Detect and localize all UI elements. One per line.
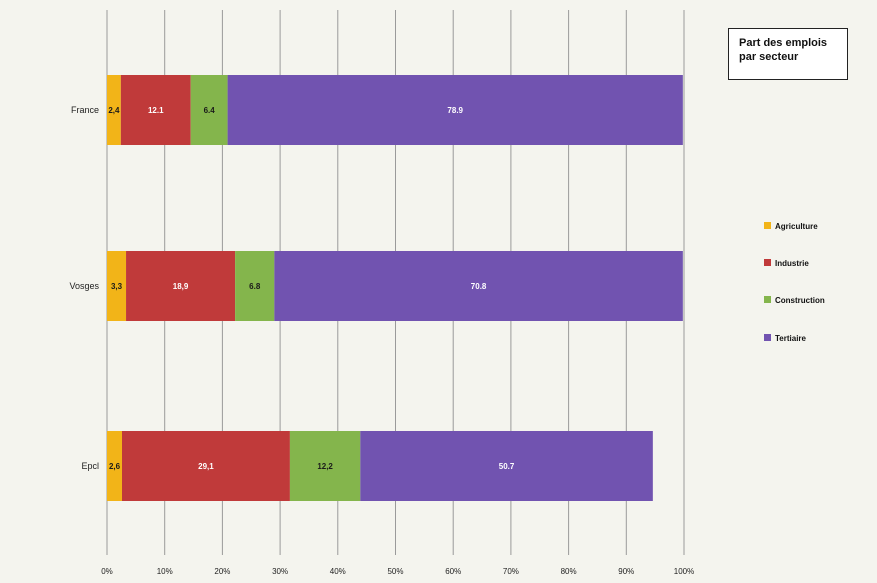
bar-segment-construction — [190, 75, 228, 145]
legend-swatch — [764, 296, 771, 303]
x-tick-label: 0% — [101, 567, 113, 576]
data-label: 12.1 — [148, 106, 164, 115]
category-label: Epcl — [81, 461, 99, 471]
x-tick-label: 30% — [272, 567, 288, 576]
bar-segment-construction — [289, 431, 361, 501]
category-label: France — [71, 105, 99, 115]
data-label: 6.4 — [204, 106, 216, 115]
bar-segment-industrie — [122, 431, 290, 501]
data-label: 50.7 — [499, 462, 515, 471]
chart-title: Part des emplois par secteur — [728, 28, 848, 80]
data-label: 18,9 — [173, 282, 189, 291]
legend-swatch — [764, 334, 771, 341]
legend-label: Construction — [775, 296, 825, 305]
legend-swatch — [764, 222, 771, 229]
legend-label: Agriculture — [775, 222, 818, 231]
bar-segment-tertiaire — [274, 251, 683, 321]
bar-segment-industrie — [126, 251, 236, 321]
data-label: 3,3 — [111, 282, 123, 291]
data-label: 29,1 — [198, 462, 214, 471]
bar-segment-construction — [235, 251, 275, 321]
bar-segment-tertiaire — [227, 75, 683, 145]
x-tick-label: 10% — [157, 567, 173, 576]
x-tick-label: 70% — [503, 567, 519, 576]
data-label: 2,4 — [108, 106, 120, 115]
chart-title-line-2: par secteur — [739, 51, 799, 63]
x-tick-labels: 0% 10% 20% 30% 40% 50% 60% 70% 80% 90% 100% — [101, 567, 694, 576]
data-label: 6.8 — [249, 282, 261, 291]
legend-swatch — [764, 259, 771, 266]
legend-label: Tertiaire — [775, 334, 807, 343]
bars — [107, 75, 683, 501]
data-label: 2,6 — [109, 462, 121, 471]
legend: Agriculture Industrie Construction Tertiair… — [764, 222, 825, 343]
x-tick-label: 50% — [387, 567, 403, 576]
category-labels: France Vosges Epcl — [69, 105, 99, 471]
bar-segment-agriculture — [107, 251, 127, 321]
data-label: 70.8 — [471, 282, 487, 291]
x-tick-label: 100% — [674, 567, 694, 576]
x-tick-label: 60% — [445, 567, 461, 576]
x-tick-label: 40% — [330, 567, 346, 576]
bar-labels: 2,4 12.1 6.4 78.9 3,3 18,9 6.8 70.8 2,6 29,1 12,2 5… — [108, 106, 515, 471]
bar-segment-agriculture — [107, 75, 121, 145]
legend-label: Industrie — [775, 259, 809, 268]
category-label: Vosges — [69, 281, 99, 291]
chart-title-line-1: Part des emplois — [739, 37, 828, 49]
data-label: 12,2 — [317, 462, 333, 471]
data-label: 78.9 — [447, 106, 463, 115]
bar-segment-industrie — [120, 75, 191, 145]
x-tick-label: 90% — [618, 567, 634, 576]
x-tick-label: 80% — [561, 567, 577, 576]
bar-segment-tertiaire — [360, 431, 653, 501]
x-tick-label: 20% — [214, 567, 230, 576]
bar-segment-agriculture — [107, 431, 123, 501]
